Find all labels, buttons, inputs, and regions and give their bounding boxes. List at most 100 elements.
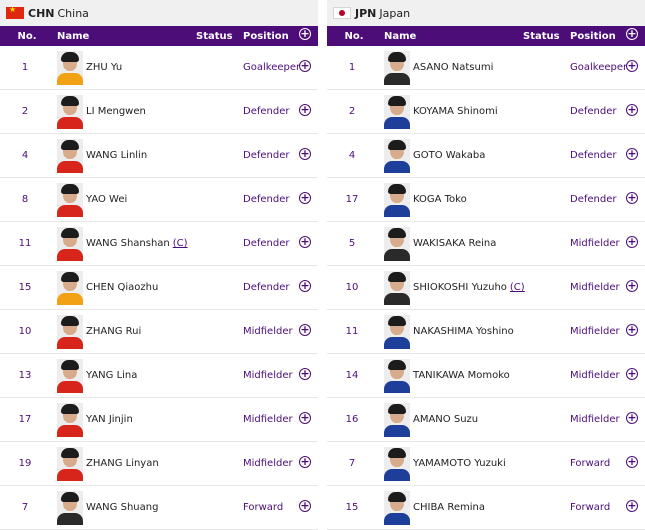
team-panel-china: CHN China No. Name Status Position + 1 ZH… xyxy=(0,0,318,530)
table-row[interactable]: 11 NAKASHIMA Yoshino Midfielder + xyxy=(327,310,645,354)
table-row[interactable]: 4 GOTO Wakaba Defender + xyxy=(327,134,645,178)
column-name: Name xyxy=(384,30,417,42)
expand-row-icon[interactable]: + xyxy=(299,147,311,160)
player-photo xyxy=(57,447,83,481)
expand-row-icon[interactable]: + xyxy=(299,279,311,292)
table-row[interactable]: 1 ASANO Natsumi Goalkeeper + xyxy=(327,46,645,90)
player-position: Midfielder xyxy=(243,414,293,425)
expand-row-icon[interactable]: + xyxy=(299,59,311,72)
captain-badge[interactable]: (C) xyxy=(172,238,188,249)
player-number: 10 xyxy=(345,282,359,293)
expand-row-icon[interactable]: + xyxy=(299,323,311,336)
player-number: 2 xyxy=(21,106,29,117)
column-no: No. xyxy=(17,30,37,42)
player-name-text: CHIBA Remina xyxy=(413,502,485,513)
table-row[interactable]: 1 ZHU Yu Goalkeeper + xyxy=(0,46,318,90)
player-photo xyxy=(384,447,410,481)
expand-row-icon[interactable]: + xyxy=(299,455,311,468)
player-position: Defender xyxy=(243,106,290,117)
expand-all-icon[interactable]: + xyxy=(626,27,638,40)
table-row[interactable]: 14 TANIKAWA Momoko Midfielder + xyxy=(327,354,645,398)
player-name: TANIKAWA Momoko xyxy=(413,370,510,381)
table-row[interactable]: 17 YAN Jinjin Midfielder + xyxy=(0,398,318,442)
expand-row-icon[interactable]: + xyxy=(299,367,311,380)
table-row[interactable]: 11 WANG Shanshan (C) Defender + xyxy=(0,222,318,266)
expand-row-icon[interactable]: + xyxy=(626,499,638,512)
table-row[interactable]: 13 YANG Lina Midfielder + xyxy=(0,354,318,398)
expand-row-icon[interactable]: + xyxy=(299,499,311,512)
expand-row-icon[interactable]: + xyxy=(626,455,638,468)
expand-row-icon[interactable]: + xyxy=(299,411,311,424)
table-row[interactable]: 10 ZHANG Rui Midfielder + xyxy=(0,310,318,354)
player-name-text: WAKISAKA Reina xyxy=(413,238,497,249)
player-position: Defender xyxy=(243,238,290,249)
player-position: Midfielder xyxy=(570,326,620,337)
table-row[interactable]: 7 YAMAMOTO Yuzuki Forward + xyxy=(327,442,645,486)
player-name: GOTO Wakaba xyxy=(413,150,485,161)
player-name: WANG Linlin xyxy=(86,150,147,161)
player-list: 1 ASANO Natsumi Goalkeeper +2 KOYAMA Shinomi… xyxy=(327,46,645,530)
player-number: 1 xyxy=(348,62,356,73)
expand-row-icon[interactable]: + xyxy=(626,323,638,336)
player-photo xyxy=(57,51,83,85)
player-position: Midfielder xyxy=(570,414,620,425)
expand-all-icon[interactable]: + xyxy=(299,27,311,40)
table-row[interactable]: 5 WAKISAKA Reina Midfielder + xyxy=(327,222,645,266)
player-number: 15 xyxy=(18,282,32,293)
player-number: 17 xyxy=(345,194,359,205)
player-name-text: YAMAMOTO Yuzuki xyxy=(413,458,506,469)
player-position: Forward xyxy=(570,458,611,469)
player-name: WANG Shuang xyxy=(86,502,158,513)
table-row[interactable]: 19 ZHANG Linyan Midfielder + xyxy=(0,442,318,486)
player-photo xyxy=(57,359,83,393)
player-number: 7 xyxy=(348,458,356,469)
table-row[interactable]: 2 KOYAMA Shinomi Defender + xyxy=(327,90,645,134)
player-number: 7 xyxy=(21,502,29,513)
player-name-text: ZHU Yu xyxy=(86,62,123,73)
player-name-text: CHEN Qiaozhu xyxy=(86,282,159,293)
captain-badge[interactable]: (C) xyxy=(509,282,525,293)
player-name-text: YAN Jinjin xyxy=(86,414,133,425)
expand-row-icon[interactable]: + xyxy=(299,235,311,248)
expand-row-icon[interactable]: + xyxy=(626,191,638,204)
expand-row-icon[interactable]: + xyxy=(626,103,638,116)
column-status: Status xyxy=(523,30,560,42)
player-photo xyxy=(384,227,410,261)
table-row[interactable]: 15 CHIBA Remina Forward + xyxy=(327,486,645,530)
player-photo xyxy=(384,491,410,525)
expand-row-icon[interactable]: + xyxy=(626,411,638,424)
table-row[interactable]: 15 CHEN Qiaozhu Defender + xyxy=(0,266,318,310)
player-name-text: WANG Linlin xyxy=(86,150,148,161)
player-name-text: WANG Shuang xyxy=(86,502,159,513)
table-row[interactable]: 17 KOGA Toko Defender + xyxy=(327,178,645,222)
table-row[interactable]: 4 WANG Linlin Defender + xyxy=(0,134,318,178)
expand-row-icon[interactable]: + xyxy=(626,59,638,72)
player-photo xyxy=(384,51,410,85)
player-photo xyxy=(384,315,410,349)
table-row[interactable]: 10 SHIOKOSHI Yuzuho (C) Midfielder + xyxy=(327,266,645,310)
player-number: 1 xyxy=(21,62,29,73)
player-number: 11 xyxy=(18,238,32,249)
table-row[interactable]: 16 AMANO Suzu Midfielder + xyxy=(327,398,645,442)
player-name-text: AMANO Suzu xyxy=(413,414,479,425)
expand-row-icon[interactable]: + xyxy=(626,279,638,292)
table-row[interactable]: 2 LI Mengwen Defender + xyxy=(0,90,318,134)
expand-row-icon[interactable]: + xyxy=(626,147,638,160)
expand-row-icon[interactable]: + xyxy=(299,191,311,204)
expand-row-icon[interactable]: + xyxy=(299,103,311,116)
player-name: CHEN Qiaozhu xyxy=(86,282,158,293)
player-name-text: LI Mengwen xyxy=(86,106,146,117)
expand-row-icon[interactable]: + xyxy=(626,367,638,380)
player-position: Midfielder xyxy=(570,238,620,249)
player-name-text: KOYAMA Shinomi xyxy=(413,106,498,117)
player-position: Forward xyxy=(570,502,611,513)
team-panel-japan: JPN Japan No. Name Status Position + 1 AS… xyxy=(327,0,645,530)
player-position: Midfielder xyxy=(243,458,293,469)
player-photo xyxy=(57,183,83,217)
player-number: 8 xyxy=(21,194,29,205)
player-name-text: WANG Shanshan xyxy=(86,238,170,249)
expand-row-icon[interactable]: + xyxy=(626,235,638,248)
table-row[interactable]: 7 WANG Shuang Forward + xyxy=(0,486,318,530)
player-number: 13 xyxy=(18,370,32,381)
table-row[interactable]: 8 YAO Wei Defender + xyxy=(0,178,318,222)
